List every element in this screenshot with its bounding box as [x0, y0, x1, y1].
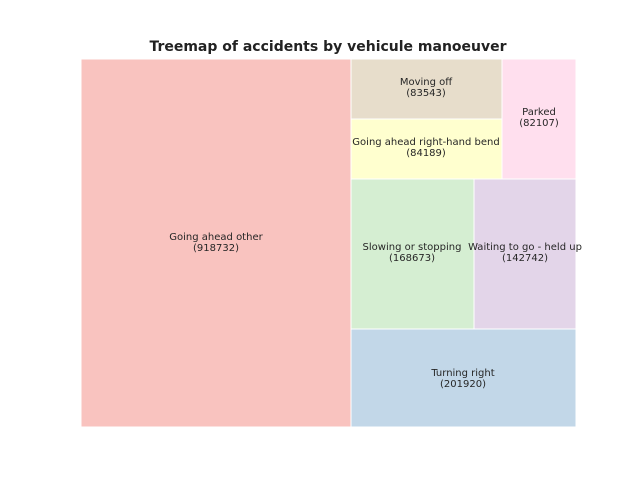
treemap-cell-value: (168673) — [389, 253, 435, 264]
treemap-cell-value: (918732) — [193, 243, 239, 254]
treemap-cell — [350, 58, 503, 120]
treemap-cell-value: (83543) — [406, 88, 446, 99]
treemap-cell — [350, 118, 503, 180]
treemap-cell-label: Turning right — [430, 368, 494, 379]
treemap-cell-label: Going ahead other — [169, 232, 263, 243]
treemap-cell-label: Waiting to go - held up — [468, 242, 582, 253]
treemap-cell-label: Slowing or stopping — [363, 242, 462, 253]
treemap-cells: Going ahead other(918732) Moving off(8354… — [80, 58, 582, 428]
treemap-cell-label: Moving off — [400, 77, 453, 88]
chart-title: Treemap of accidents by vehicule manoeuv… — [149, 39, 506, 55]
treemap-cell-label: Going ahead right-hand bend — [352, 137, 499, 148]
treemap-cell-label: Parked — [522, 107, 556, 118]
treemap-cell-value: (82107) — [519, 118, 559, 129]
treemap-cell-value: (201920) — [440, 379, 486, 390]
treemap-cell — [473, 178, 577, 330]
treemap-cell-value: (142742) — [502, 253, 548, 264]
treemap-cell — [350, 178, 475, 330]
treemap-cell — [80, 58, 352, 428]
treemap-cell-value: (84189) — [406, 148, 446, 159]
treemap-cell — [501, 58, 577, 180]
treemap-cell — [350, 328, 577, 428]
